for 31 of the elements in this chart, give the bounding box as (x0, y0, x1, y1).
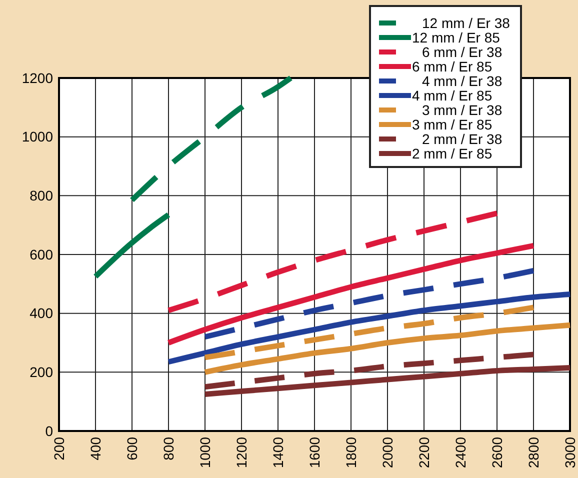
x-tick-label: 800 (160, 436, 176, 460)
y-tick-label: 0 (45, 422, 54, 439)
legend-label: 3 mm / Er 85 (412, 116, 492, 132)
x-tick-label: 2400 (452, 436, 468, 468)
x-tick-label: 400 (87, 436, 104, 460)
x-tick-label: 1400 (270, 436, 286, 468)
x-tick-label: 3000 (562, 436, 578, 468)
x-tick-label: 1600 (306, 436, 322, 468)
y-tick-label: 600 (30, 246, 54, 262)
x-tick-label: 1800 (342, 436, 359, 468)
legend-label: 12 mm / Er 85 (412, 29, 500, 46)
y-tick-label: 800 (30, 188, 54, 204)
legend-label: 6 mm / Er 38 (422, 44, 502, 60)
y-tick-label: 200 (30, 364, 54, 380)
x-tick-label: 2000 (379, 436, 396, 468)
y-tick-label: 400 (30, 305, 54, 322)
legend-label: 4 mm / Er 38 (422, 72, 502, 89)
x-tick-label: 1000 (196, 436, 213, 468)
x-tick-label: 2600 (488, 436, 505, 468)
y-tick-label: 1000 (22, 128, 54, 145)
x-tick-label: 600 (124, 436, 140, 460)
x-tick-label: 2800 (525, 436, 542, 468)
legend-label: 2 mm / Er 38 (422, 130, 502, 147)
y-tick-label: 1200 (22, 70, 54, 86)
x-tick-label: 2200 (416, 436, 432, 468)
legend-label: 4 mm / Er 85 (412, 87, 492, 104)
legend-label: 12 mm / Er 38 (422, 14, 510, 31)
x-tick-label: 1200 (233, 436, 250, 468)
legend-label: 3 mm / Er 38 (422, 102, 502, 118)
legend-label: 6 mm / Er 85 (412, 58, 492, 74)
legend-label: 2 mm / Er 85 (412, 145, 492, 162)
